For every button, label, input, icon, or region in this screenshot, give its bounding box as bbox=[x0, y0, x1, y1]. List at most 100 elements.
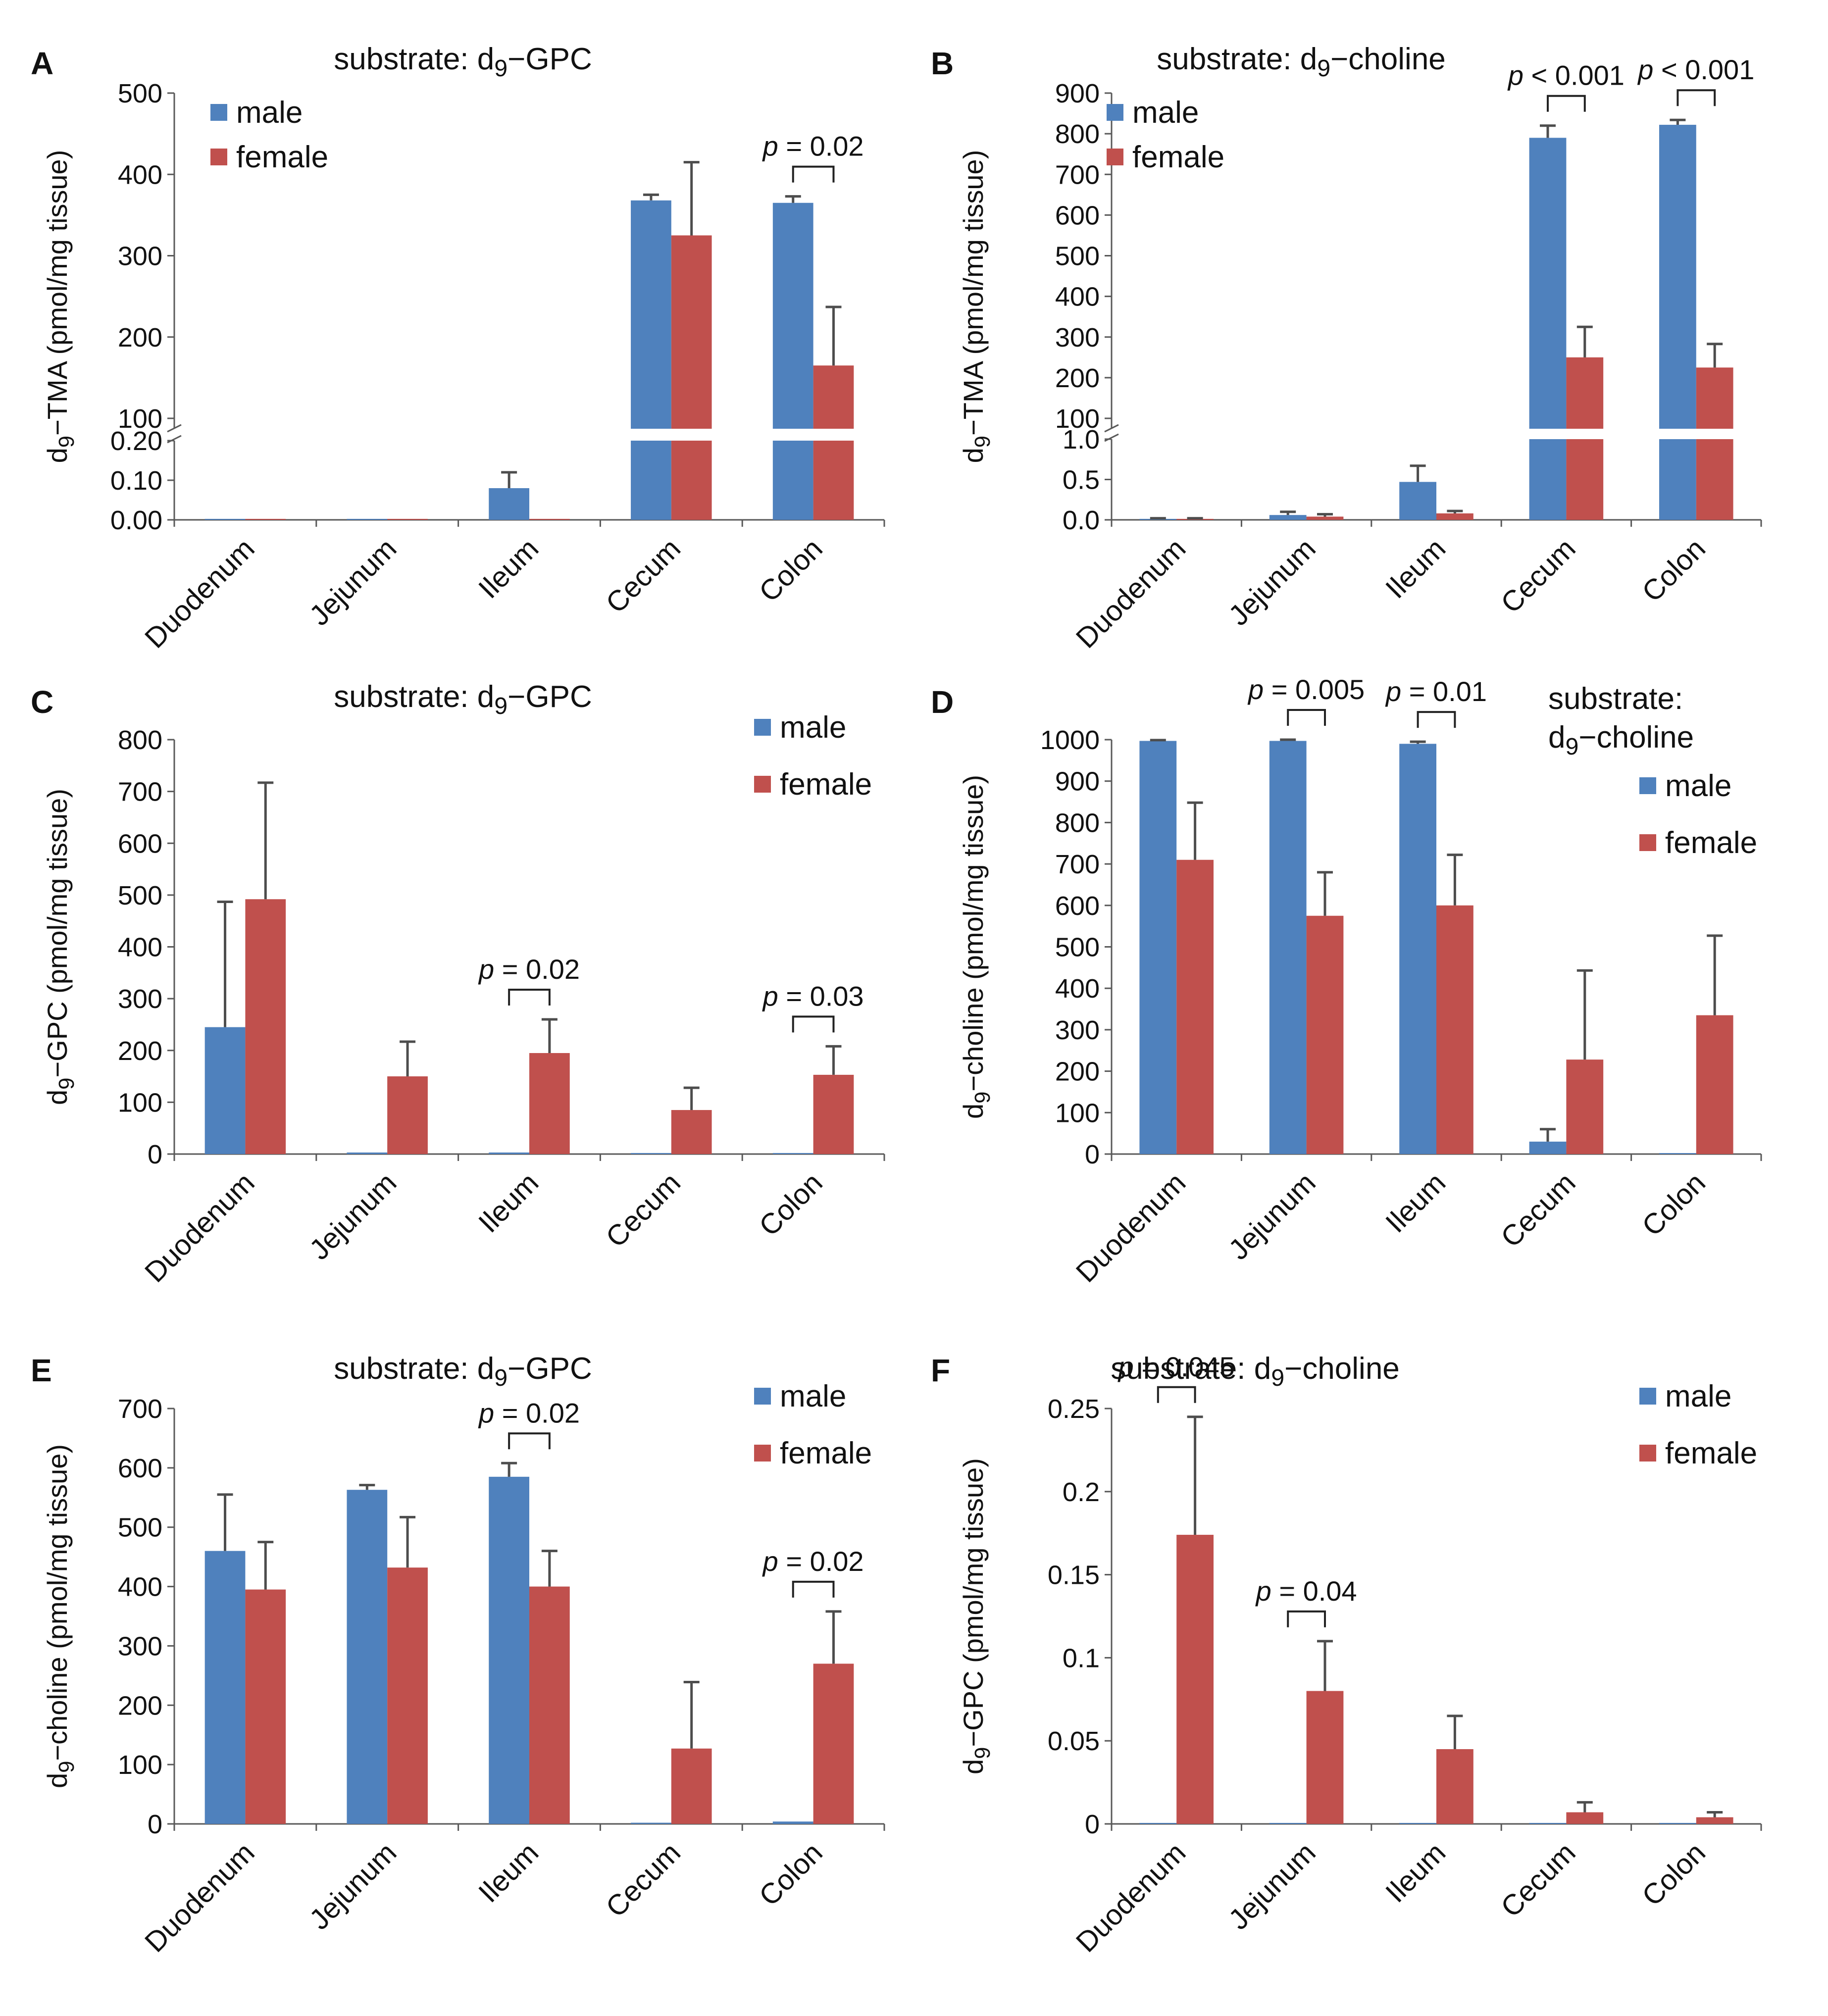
x-category-label: Jejunum bbox=[1222, 532, 1322, 632]
y-tick-label: 600 bbox=[118, 1454, 162, 1483]
y-tick-label: 300 bbox=[118, 1631, 162, 1661]
p-value-label: p = 0.045 bbox=[1117, 1351, 1235, 1382]
legend-label-female: female bbox=[780, 1436, 872, 1470]
legend-label-male: male bbox=[1665, 1379, 1731, 1413]
y-tick-label: 0.10 bbox=[110, 466, 162, 496]
y-tick-label: 500 bbox=[1055, 933, 1100, 962]
female-error-bar bbox=[1576, 325, 1593, 357]
female-error-bar bbox=[825, 1045, 842, 1075]
female-bar-ileum bbox=[1436, 905, 1473, 1154]
y-tick-label: 1.0 bbox=[1063, 425, 1100, 454]
female-bar-duodenum bbox=[245, 1589, 286, 1824]
male-error-bar bbox=[1410, 464, 1426, 482]
y-tick-label: 100 bbox=[118, 1088, 162, 1117]
female-error-bar bbox=[1187, 801, 1203, 860]
male-bar-ileum bbox=[489, 1476, 529, 1824]
y-tick-label: 300 bbox=[1055, 1015, 1100, 1045]
significance-bracket bbox=[1547, 95, 1586, 112]
y-tick-label: 400 bbox=[118, 1572, 162, 1602]
female-error-bar bbox=[1576, 969, 1593, 1060]
y-tick-label: 0 bbox=[1085, 1140, 1100, 1169]
male-error-bar bbox=[1540, 124, 1556, 138]
x-category-label: Jejunum bbox=[303, 1836, 403, 1936]
y-tick-label: 400 bbox=[118, 160, 162, 190]
male-error-bar bbox=[785, 195, 801, 203]
axis-break-mark bbox=[167, 424, 182, 444]
y-tick-label: 600 bbox=[1055, 201, 1100, 230]
female-bar-ileum bbox=[529, 1053, 570, 1154]
panel-letter: B bbox=[931, 46, 954, 81]
female-bar-cecum bbox=[671, 235, 712, 429]
y-tick-label: 100 bbox=[118, 404, 162, 434]
male-error-bar bbox=[359, 1484, 375, 1490]
female-bar-ileum bbox=[1436, 513, 1473, 520]
x-category-label: Duodenum bbox=[1070, 532, 1192, 655]
x-category-label: Duodenum bbox=[139, 1166, 261, 1289]
significance-bracket bbox=[792, 1580, 835, 1598]
panel-E: 0 100 200 300 400 500 600 700 Duodenum Jejunum Ile… bbox=[31, 1352, 885, 1959]
x-category-label: Jejunum bbox=[1222, 1836, 1322, 1936]
axis-break-mark bbox=[1104, 424, 1119, 442]
legend-label-female: female bbox=[1665, 1436, 1757, 1470]
female-error-bar bbox=[257, 1541, 274, 1590]
female-bar-jejunum bbox=[387, 1567, 428, 1824]
y-tick-label: 200 bbox=[1055, 363, 1100, 393]
y-tick-label: 800 bbox=[1055, 808, 1100, 838]
male-bar-cecum bbox=[631, 200, 671, 429]
legend-swatch-male bbox=[754, 719, 771, 736]
male-bar-colon bbox=[1659, 125, 1696, 429]
x-category-label: Duodenum bbox=[139, 1836, 261, 1959]
x-category-label: Ileum bbox=[1379, 1166, 1452, 1239]
female-bar-cecum bbox=[1566, 1059, 1604, 1154]
male-error-bar bbox=[1410, 740, 1426, 744]
legend-label-female: female bbox=[1665, 826, 1757, 860]
male-bar-duodenum bbox=[204, 1551, 246, 1824]
chart-title: substrate: d9−GPC bbox=[334, 42, 592, 82]
p-value-label: p < 0.001 bbox=[1507, 60, 1625, 91]
female-error-bar bbox=[683, 161, 700, 236]
male-error-bar bbox=[1540, 1128, 1556, 1142]
male-error-bar bbox=[1670, 118, 1686, 125]
female-bar-cecum bbox=[671, 1110, 712, 1154]
y-tick-label: 0 bbox=[1085, 1810, 1100, 1839]
female-bar-cecum-lower bbox=[1566, 439, 1604, 520]
y-tick-label: 0 bbox=[148, 1810, 162, 1839]
significance-bracket bbox=[1157, 1386, 1196, 1403]
panel-F: 0 0.05 0.1 0.15 0.2 0.25 Duodenum Jejunum Ileum C… bbox=[931, 1351, 1762, 1959]
female-bar-colon bbox=[813, 1074, 854, 1154]
y-tick-label: 0.1 bbox=[1063, 1643, 1100, 1673]
legend-swatch-male bbox=[754, 1388, 771, 1405]
legend-swatch-female bbox=[754, 1445, 771, 1462]
y-tick-label: 0.15 bbox=[1048, 1561, 1100, 1590]
p-value-label: p = 0.005 bbox=[1247, 674, 1365, 705]
chart-title-line2: d9−choline bbox=[1548, 720, 1694, 760]
p-value-label: p = 0.02 bbox=[478, 1397, 580, 1428]
female-error-bar bbox=[1317, 513, 1333, 517]
female-bar-colon bbox=[813, 1663, 854, 1824]
female-bar-cecum bbox=[1566, 357, 1604, 429]
female-bar-duodenum bbox=[1176, 859, 1214, 1154]
chart-title: substrate: d9−GPC bbox=[334, 1352, 592, 1391]
male-error-bar bbox=[1280, 510, 1296, 515]
male-bar-duodenum bbox=[204, 1027, 246, 1154]
y-tick-label: 900 bbox=[1055, 767, 1100, 797]
y-tick-label: 200 bbox=[118, 1691, 162, 1720]
x-category-label: Colon bbox=[753, 1166, 829, 1242]
male-bar-ileum bbox=[489, 1152, 529, 1154]
x-category-label: Ileum bbox=[472, 1836, 545, 1909]
x-category-label: Duodenum bbox=[1070, 1166, 1192, 1289]
female-error-bar bbox=[1317, 871, 1333, 916]
chart-title: substrate: d9−GPC bbox=[334, 680, 592, 719]
legend-label-male: male bbox=[780, 710, 846, 745]
male-bar-colon bbox=[772, 202, 813, 429]
y-tick-label: 500 bbox=[118, 881, 162, 910]
y-tick-label: 0 bbox=[148, 1140, 162, 1169]
female-bar-ileum bbox=[529, 1586, 570, 1824]
legend-swatch-female bbox=[1107, 149, 1123, 165]
x-category-label: Cecum bbox=[1495, 1166, 1582, 1254]
y-tick-label: 100 bbox=[1055, 404, 1100, 434]
male-error-bar bbox=[217, 1493, 233, 1551]
legend-label-male: male bbox=[780, 1379, 846, 1413]
x-category-label: Colon bbox=[753, 1836, 829, 1912]
x-category-label: Jejunum bbox=[303, 1166, 403, 1266]
